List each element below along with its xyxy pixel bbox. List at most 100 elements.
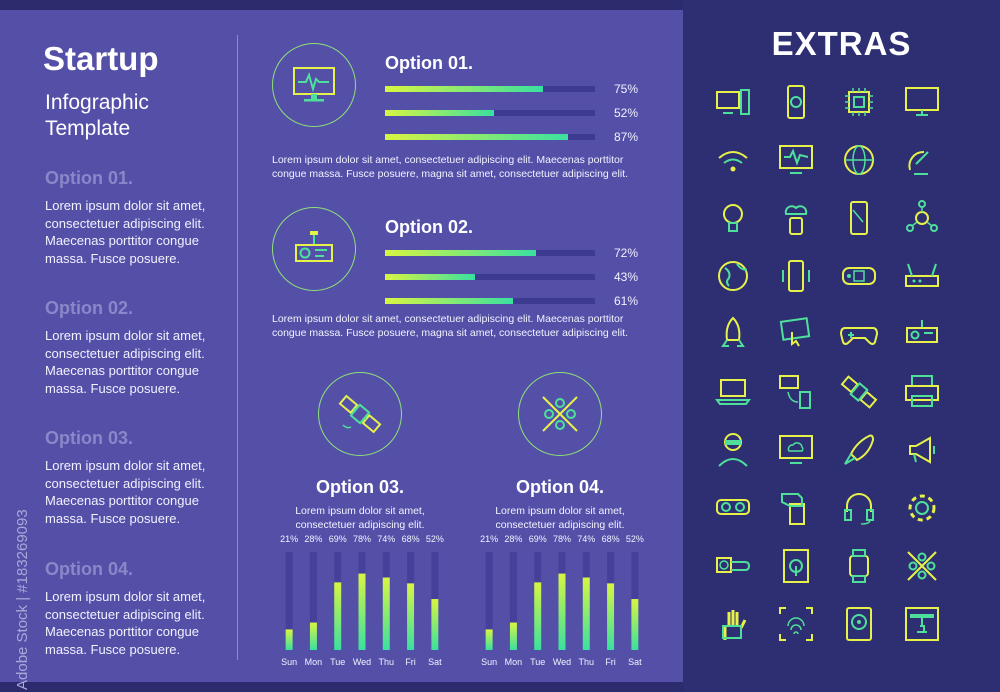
rocket-launch-icon	[839, 430, 879, 470]
touch-screen-icon	[776, 314, 816, 354]
option-1-bar-1	[385, 86, 595, 92]
bar-track	[509, 552, 517, 650]
extras-panel: EXTRAS	[683, 0, 1000, 692]
vibrating-phone-icon	[776, 256, 816, 296]
option-4-bar-chart: 21% Sun 28% Mon 69% Tue 78% Wed 74% Thu 68% Fri 52% S…	[480, 534, 644, 667]
option-1-title: Option 01.	[385, 53, 474, 73]
bar-category-label: Wed	[353, 657, 371, 667]
left-option-4-text: Lorem ipsum dolor sit amet, consectetuer…	[45, 589, 206, 657]
cpu-chip-icon	[839, 82, 879, 122]
monitor-pulse-icon	[776, 140, 816, 180]
network-nodes-icon	[542, 396, 578, 432]
bar-value-label: 21%	[280, 534, 298, 544]
page-subtitle: Infographic Template	[45, 91, 149, 140]
rocket-icon	[713, 314, 753, 354]
bar-track	[485, 552, 493, 650]
bar-category-label: Mon	[305, 657, 323, 667]
option-1-bar-3	[385, 134, 595, 140]
bar-fri	[407, 583, 415, 650]
vr-headset-user-icon	[713, 430, 753, 470]
bar-wed	[558, 573, 566, 650]
bar-value-label: 78%	[353, 534, 371, 544]
bar-tue	[334, 582, 342, 650]
option-2-bar-1-label: 72%	[614, 246, 639, 260]
smartwatch-icon	[839, 546, 879, 586]
option-4-title: Option 04.	[515, 477, 604, 497]
3d-printer-icon	[902, 604, 942, 644]
extras-title: EXTRAS	[771, 25, 912, 62]
option-2-bar-2	[385, 274, 595, 280]
option-3-icon-circle	[318, 372, 402, 456]
network-nodes-icon	[902, 546, 942, 586]
router-icon	[902, 256, 942, 296]
option-1-bar-3-label: 87%	[614, 130, 639, 144]
globe-www-icon	[839, 140, 879, 180]
left-option-2-heading: Option 02.	[45, 298, 134, 318]
option-3-text: Lorem ipsum dolor sit amet, consectetuer…	[295, 505, 425, 531]
bar-value-label: 78%	[553, 534, 571, 544]
bar-value-label: 52%	[426, 534, 444, 544]
bar-value-label: 68%	[602, 534, 620, 544]
bar-thu	[382, 577, 390, 650]
cloud-monitor-icon	[776, 430, 816, 470]
option-2-bar-2-label: 43%	[614, 270, 639, 284]
satellite-icon	[839, 372, 879, 412]
hand-phone-icon	[776, 488, 816, 528]
bar-wed	[358, 573, 366, 650]
bar-mon	[509, 622, 517, 650]
gamepad-icon	[839, 314, 879, 354]
option-2-bar-3	[385, 298, 595, 304]
bar-category-label: Wed	[553, 657, 571, 667]
option-2-bar-1	[385, 250, 595, 256]
left-option-1-heading: Option 01.	[45, 168, 134, 188]
lightbulb-icon	[713, 198, 753, 238]
bar-track	[309, 552, 317, 650]
bar-value-label: 68%	[402, 534, 420, 544]
earth-icon	[713, 256, 753, 296]
stock-watermark: Adobe Stock | #183269093	[14, 509, 31, 690]
left-option-3-heading: Option 03.	[45, 428, 134, 448]
robot-hand-icon	[713, 604, 753, 644]
bar-category-label: Mon	[505, 657, 523, 667]
projector-icon	[902, 314, 942, 354]
bar-fill	[385, 298, 514, 304]
smartwatch-hand-icon	[713, 546, 753, 586]
desktop-computer-icon	[713, 82, 753, 122]
bar-track	[285, 552, 293, 650]
bar-category-label: Fri	[605, 657, 616, 667]
bar-value-label: 69%	[329, 534, 347, 544]
option-2-bar-3-label: 61%	[614, 294, 639, 308]
projector-icon	[295, 231, 333, 262]
bar-fill	[385, 134, 568, 140]
satellite-dish-icon	[902, 140, 942, 180]
bar-category-label: Tue	[530, 657, 545, 667]
tablet-touch-icon	[776, 546, 816, 586]
bar-value-label: 74%	[377, 534, 395, 544]
option-3-title: Option 03.	[315, 477, 404, 497]
hard-drive-icon	[839, 604, 879, 644]
monitor-pulse-icon	[293, 67, 335, 102]
bar-value-label: 28%	[504, 534, 522, 544]
bar-thu	[582, 577, 590, 650]
monitor-icon	[902, 82, 942, 122]
option-1-bar-2	[385, 110, 595, 116]
bar-category-label: Sat	[428, 657, 442, 667]
left-option-1-text: Lorem ipsum dolor sit amet, consectetuer…	[45, 198, 206, 266]
option-4-text: Lorem ipsum dolor sit amet, consectetuer…	[495, 505, 625, 531]
bar-category-label: Thu	[379, 657, 395, 667]
bar-category-label: Fri	[405, 657, 416, 667]
bar-tue	[534, 582, 542, 650]
megaphone-icon	[902, 430, 942, 470]
handheld-console-icon	[839, 256, 879, 296]
bar-category-label: Tue	[330, 657, 345, 667]
headset-icon	[839, 488, 879, 528]
wifi-icon	[713, 140, 753, 180]
bar-value-label: 28%	[304, 534, 322, 544]
bar-sat	[431, 599, 439, 650]
cloud-phone-icon	[776, 198, 816, 238]
bar-fill	[385, 86, 543, 92]
bar-category-label: Sat	[628, 657, 642, 667]
smartphone-icon	[839, 198, 879, 238]
molecule-icon	[902, 198, 942, 238]
left-option-3-text: Lorem ipsum dolor sit amet, consectetuer…	[45, 458, 206, 526]
